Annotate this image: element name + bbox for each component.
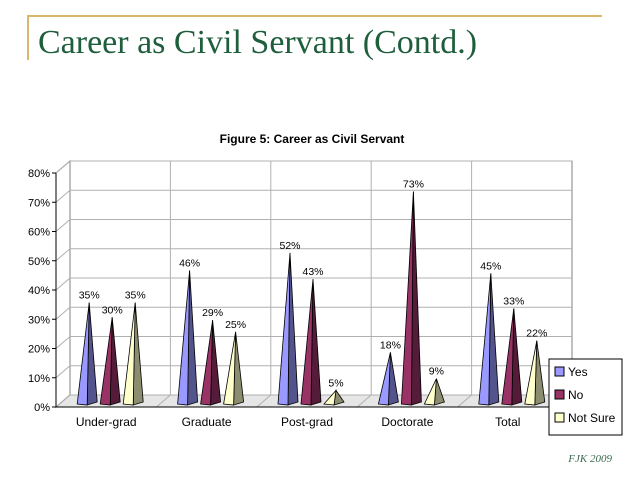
data-label: 29%: [202, 307, 223, 319]
gridline: [55, 160, 572, 174]
legend-label: Yes: [568, 365, 588, 379]
legend-label: Not Sure: [568, 411, 616, 425]
cone-series: [76, 191, 546, 406]
x-tick-label: Total: [495, 415, 520, 429]
category-divider-floor: [457, 394, 472, 408]
y-tick-label: 20%: [28, 344, 50, 356]
gridline: [55, 219, 572, 232]
category-divider-floor: [256, 394, 272, 408]
cone-yes: [277, 252, 291, 406]
data-label: 5%: [328, 377, 343, 389]
footer-credit: FJK 2009: [568, 453, 612, 465]
cone-yes: [377, 352, 391, 406]
x-tick-label: Doctorate: [381, 415, 433, 429]
data-label: 25%: [225, 319, 246, 331]
y-tick-label: 50%: [28, 256, 50, 268]
chart-title: Figure 5: Career as Civil Servant: [220, 132, 405, 146]
data-label: 35%: [79, 290, 100, 302]
gridline: [55, 277, 572, 291]
cone-yes: [478, 273, 492, 406]
data-label: 22%: [526, 328, 547, 340]
y-axis: 0% 10% 20% 30% 40% 50% 60% 70% 80%: [28, 168, 558, 414]
cone-no: [300, 279, 314, 406]
legend-swatch: [554, 366, 565, 377]
legend: Yes No Not Sure: [548, 358, 623, 436]
y-tick-label: 0%: [34, 402, 50, 414]
y-tick-label: 40%: [28, 285, 50, 297]
cone-yes: [76, 302, 90, 406]
y-tick-label: 30%: [28, 314, 50, 326]
data-label: 35%: [125, 290, 146, 302]
x-tick-label: Graduate: [182, 415, 232, 429]
data-labels: 35%30%35% 46% 29%25% 52% 43% 5% 18% 73% 9% 45% 33%…: [79, 178, 548, 389]
data-label: 73%: [403, 178, 424, 190]
gridline: [55, 189, 572, 203]
x-tick-label: Under-grad: [76, 415, 137, 429]
y-tick-label: 10%: [28, 373, 50, 385]
cone-not-sure: [423, 378, 437, 406]
gridline: [55, 336, 572, 349]
x-tick-label: Post-grad: [281, 415, 333, 429]
title-left-rule: [27, 15, 29, 60]
y-tick-label: 60%: [28, 227, 50, 239]
gridline: [55, 306, 572, 320]
x-axis: Under-grad Graduate Post-grad Doctorate Tota…: [76, 415, 521, 429]
legend-swatch: [554, 412, 565, 423]
cone-no: [99, 317, 113, 406]
data-label: 18%: [380, 339, 401, 351]
data-label: 52%: [279, 240, 300, 252]
data-label: 45%: [480, 260, 501, 272]
cone-not-sure: [223, 331, 236, 406]
title-top-rule: [28, 15, 602, 17]
y-tick-label: 70%: [28, 197, 50, 209]
cone-no: [501, 308, 515, 406]
cone-not-sure: [122, 302, 136, 406]
data-label: 33%: [503, 295, 524, 307]
cone-not-sure: [323, 389, 337, 406]
legend-label: No: [568, 388, 584, 402]
gridline: [55, 248, 572, 262]
cone-no: [200, 320, 213, 406]
data-label: 46%: [179, 257, 200, 269]
slide-title: Career as Civil Servant (Contd.): [38, 24, 478, 61]
legend-swatch: [554, 389, 565, 400]
data-label: 30%: [102, 304, 123, 316]
category-divider-floor: [156, 394, 171, 408]
cone-yes: [177, 270, 190, 406]
category-divider-floor: [356, 394, 372, 408]
y-tick-label: 80%: [28, 168, 50, 180]
cone-no: [400, 191, 414, 406]
data-label: 43%: [302, 266, 323, 278]
data-label: 9%: [429, 366, 444, 378]
cone-not-sure: [524, 340, 538, 406]
